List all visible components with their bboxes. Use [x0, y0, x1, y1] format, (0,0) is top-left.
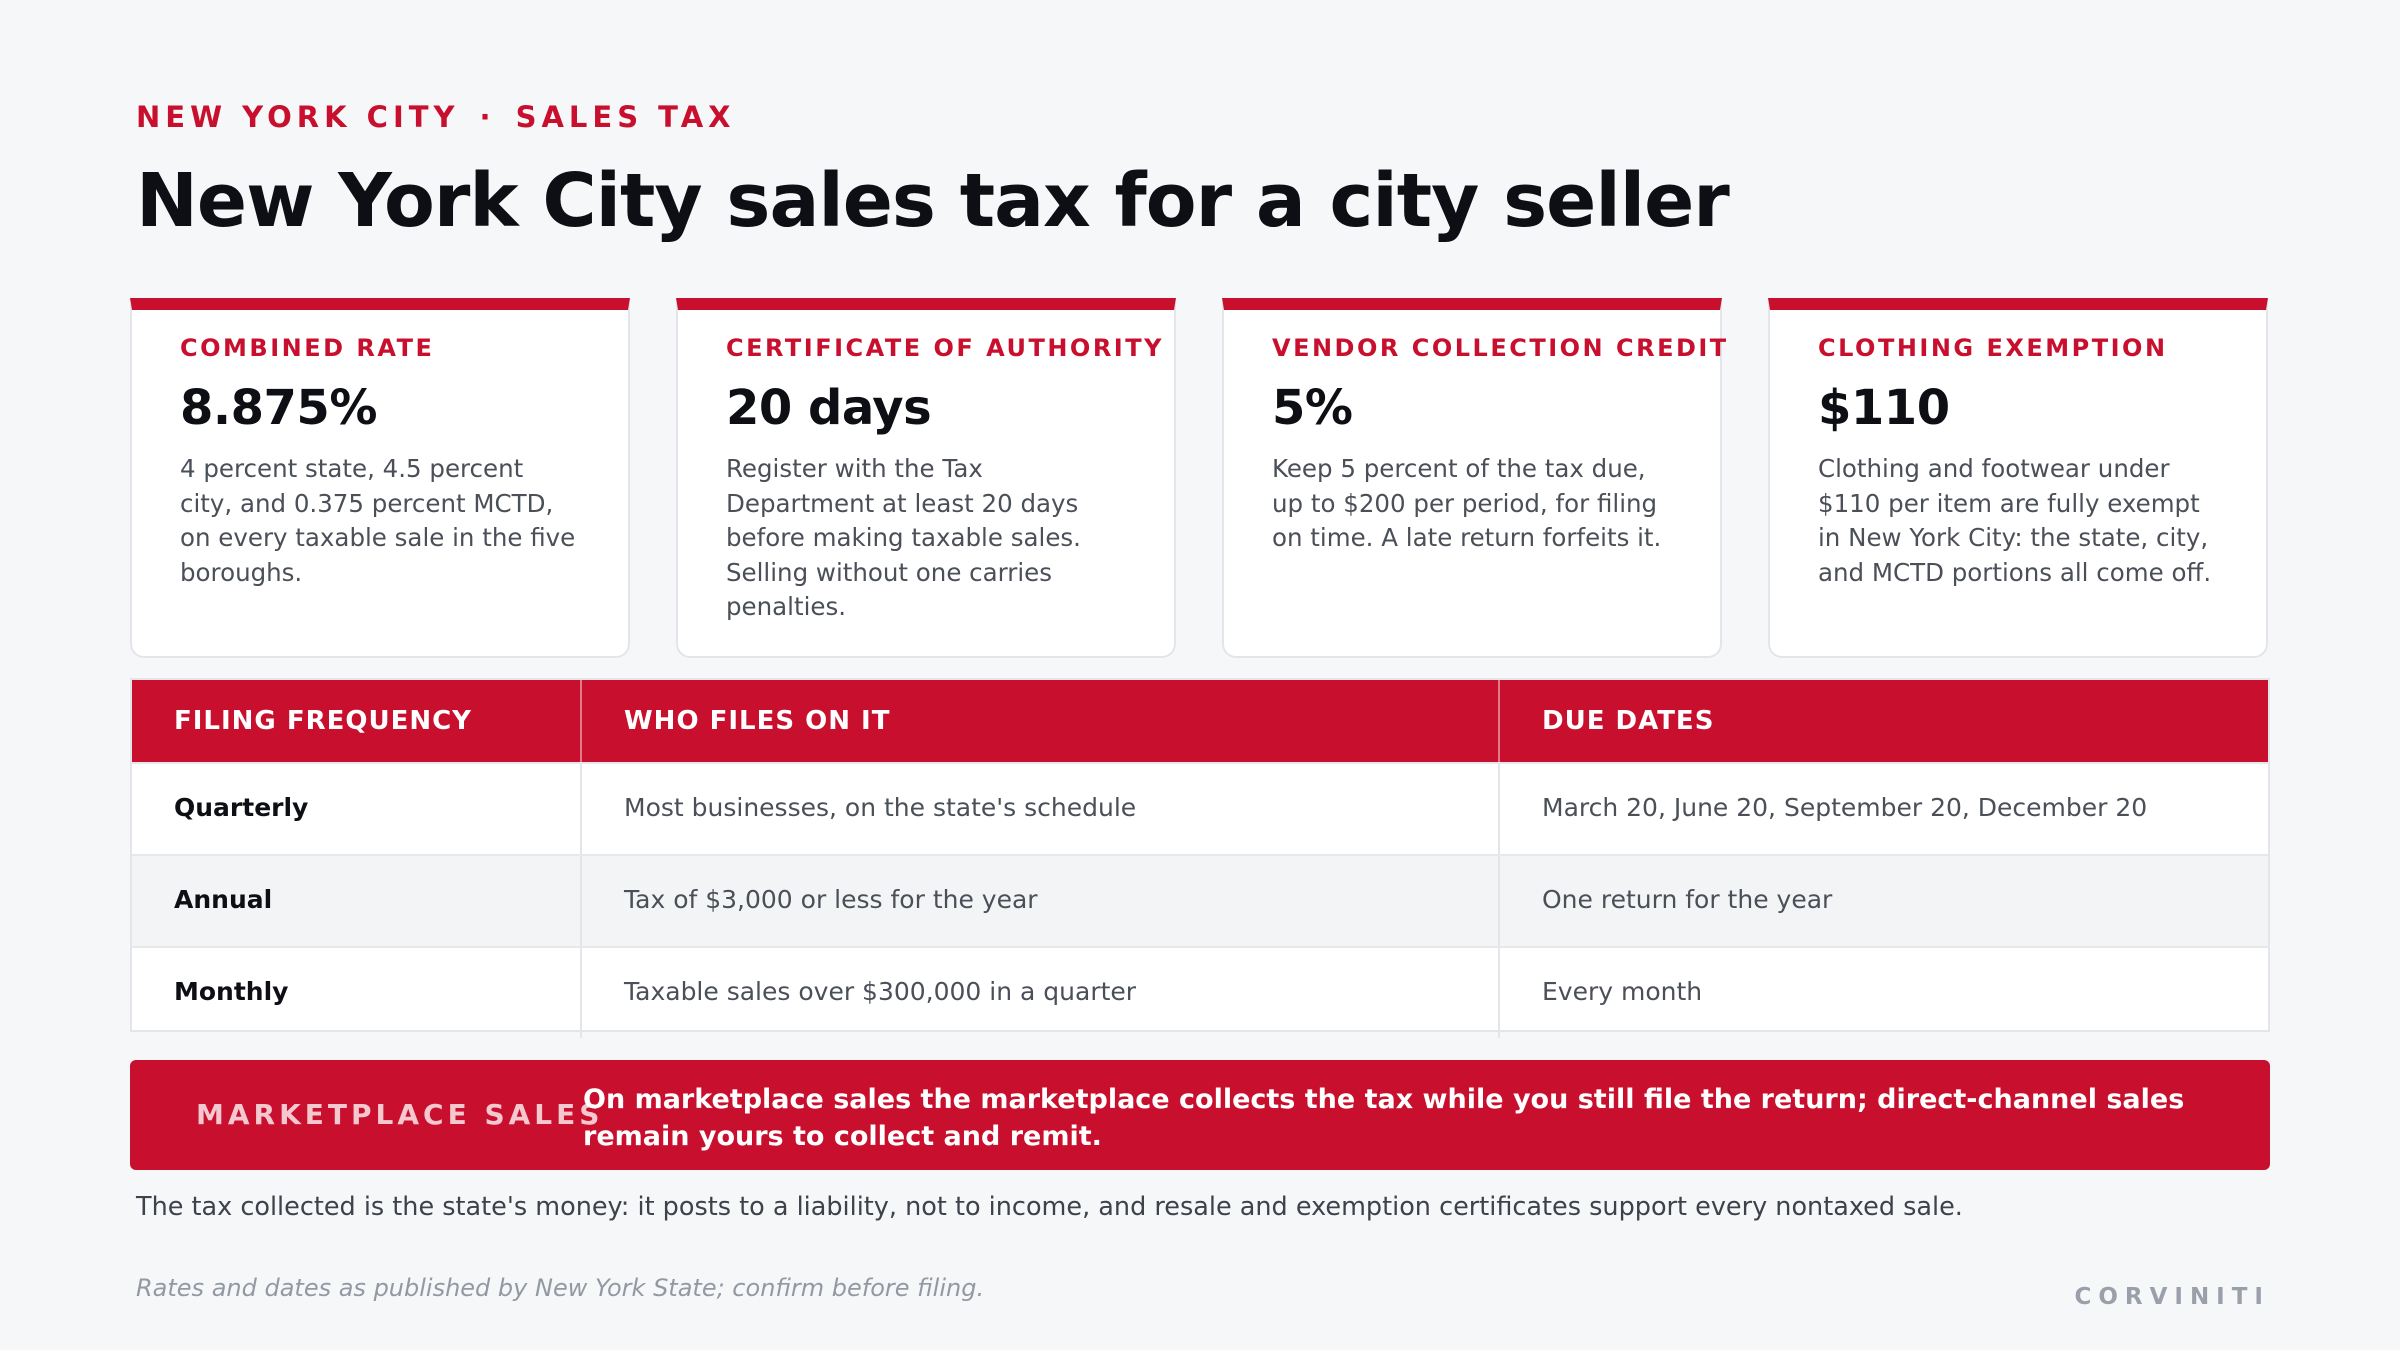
- summary-cards: COMBINED RATE 8.875% 4 percent state, 4.…: [130, 298, 2270, 658]
- callout-text: On marketplace sales the marketplace col…: [583, 1084, 2185, 1152]
- brand-wordmark: CORVINITI: [2074, 1284, 2270, 1310]
- card-value: $110: [1818, 380, 1950, 436]
- table-cell-due-dates: March 20, June 20, September 20, Decembe…: [1542, 793, 2148, 822]
- card-value: 5%: [1272, 380, 1353, 436]
- table-row: Monthly Taxable sales over $300,000 in a…: [132, 946, 2268, 1038]
- table-cell-due-dates: One return for the year: [1542, 885, 1833, 914]
- liability-note: The tax collected is the state's money: …: [136, 1192, 1963, 1222]
- page-title: New York City sales tax for a city selle…: [136, 158, 1730, 244]
- card-vendor-collection-credit: VENDOR COLLECTION CREDIT 5% Keep 5 perce…: [1222, 298, 1729, 658]
- card-label: CLOTHING EXEMPTION: [1818, 334, 2168, 362]
- table-cell-frequency: Monthly: [132, 948, 582, 1038]
- card-body: 4 percent state, 4.5 percent city, and 0…: [180, 454, 576, 587]
- table-row: Quarterly Most businesses, on the state'…: [132, 762, 2268, 854]
- card-body: Register with the Tax Department at leas…: [726, 454, 1081, 621]
- card-certificate-of-authority: CERTIFICATE OF AUTHORITY 20 days Registe…: [676, 298, 1176, 658]
- eyebrow: NEW YORK CITY · SALES TAX: [136, 100, 736, 134]
- table-cell-due-dates: Every month: [1542, 977, 1703, 1006]
- column-header-frequency: FILING FREQUENCY: [132, 680, 582, 762]
- table-row: Annual Tax of $3,000 or less for the yea…: [132, 854, 2268, 946]
- eyebrow-topic: SALES TAX: [515, 100, 736, 134]
- table-cell-frequency: Annual: [132, 856, 582, 946]
- column-header-who-files: WHO FILES ON IT: [582, 680, 1500, 762]
- card-value: 8.875%: [180, 380, 377, 436]
- table-cell-frequency: Quarterly: [132, 764, 582, 854]
- card-body: Keep 5 percent of the tax due, up to $20…: [1272, 454, 1662, 552]
- eyebrow-separator: ·: [479, 100, 496, 134]
- table-cell-who-files: Most businesses, on the state's schedule: [582, 764, 1500, 854]
- card-label: COMBINED RATE: [180, 334, 435, 362]
- callout-label: MARKETPLACE SALES: [196, 1098, 604, 1131]
- column-header-due-dates: DUE DATES: [1542, 706, 1715, 736]
- table-cell-who-files: Tax of $3,000 or less for the year: [582, 856, 1500, 946]
- card-label: CERTIFICATE OF AUTHORITY: [726, 334, 1164, 362]
- card-value: 20 days: [726, 380, 932, 436]
- filing-frequency-table: FILING FREQUENCY WHO FILES ON IT DUE DAT…: [130, 678, 2270, 1038]
- card-clothing-exemption: CLOTHING EXEMPTION $110 Clothing and foo…: [1768, 298, 2268, 658]
- card-body: Clothing and footwear under $110 per ite…: [1818, 454, 2212, 587]
- eyebrow-city: NEW YORK CITY: [136, 100, 460, 134]
- source-footnote: Rates and dates as published by New York…: [136, 1274, 985, 1302]
- table-header: FILING FREQUENCY WHO FILES ON IT DUE DAT…: [132, 680, 2268, 762]
- card-combined-rate: COMBINED RATE 8.875% 4 percent state, 4.…: [130, 298, 630, 658]
- card-label: VENDOR COLLECTION CREDIT: [1272, 334, 1729, 362]
- marketplace-callout: MARKETPLACE SALES On marketplace sales t…: [130, 1060, 2270, 1170]
- table-cell-who-files: Taxable sales over $300,000 in a quarter: [582, 948, 1500, 1038]
